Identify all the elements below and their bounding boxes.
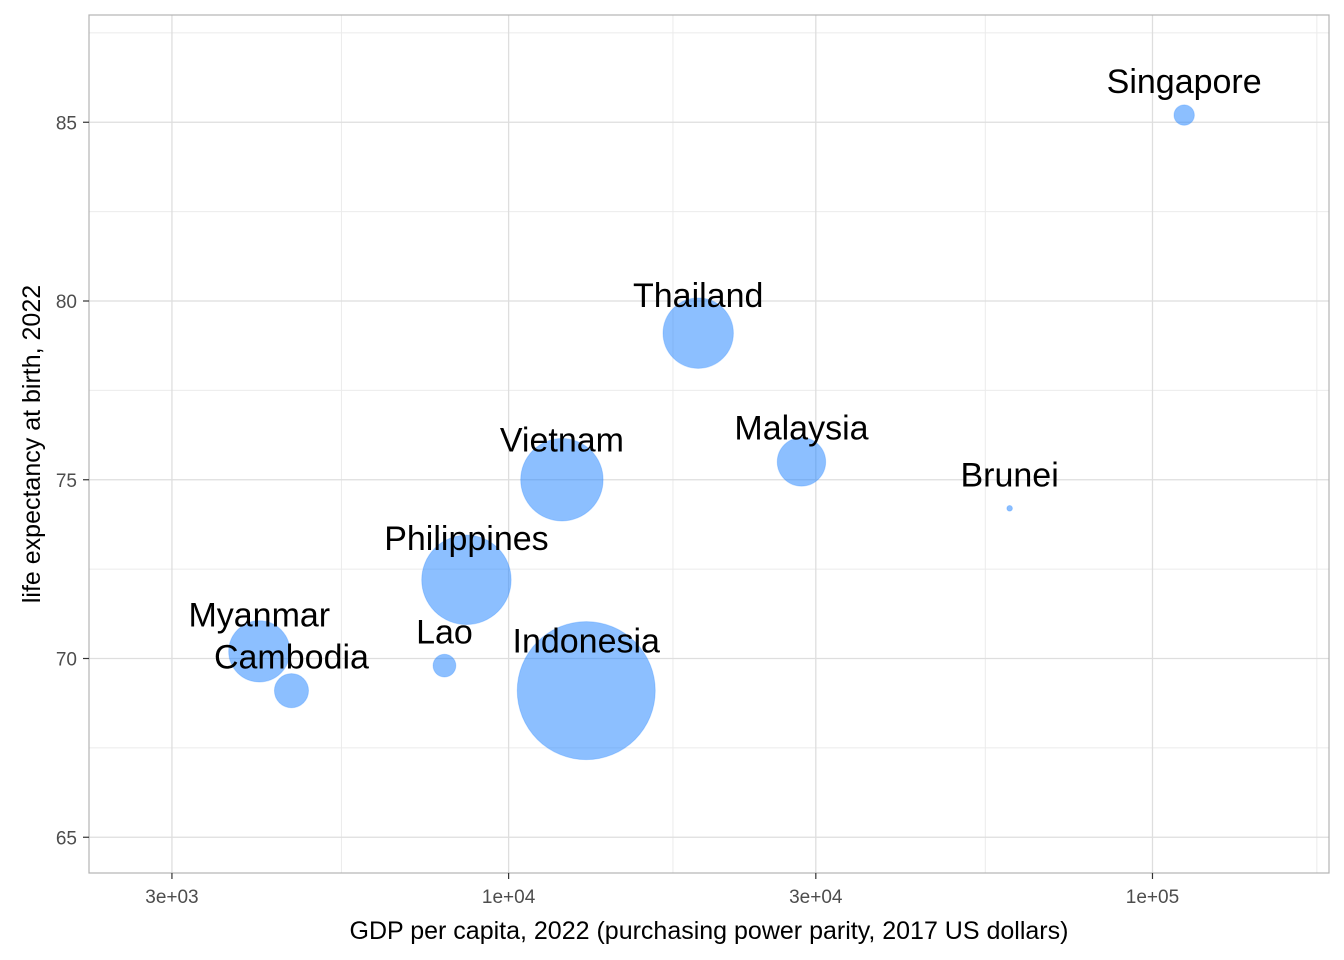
point-lao (432, 653, 457, 678)
y-tick-label: 75 (56, 471, 77, 492)
point-label-vietnam: Vietnam (500, 421, 624, 459)
point-label-singapore: Singapore (1107, 63, 1262, 101)
point-label-cambodia: Cambodia (214, 639, 369, 677)
y-tick-label: 65 (56, 828, 77, 849)
point-cambodia (273, 673, 310, 709)
data-points (228, 104, 1195, 761)
point-label-indonesia: Indonesia (513, 623, 661, 661)
x-axis-ticks: 3e+03 1e+04 3e+04 1e+05 (145, 873, 1179, 908)
x-tick-label: 3e+03 (145, 887, 198, 908)
point-label-myanmar: Myanmar (188, 597, 330, 635)
y-axis-ticks: 65 70 75 80 85 (56, 113, 89, 849)
major-gridlines (89, 15, 1329, 873)
point-vietnam (520, 438, 604, 522)
point-label-malaysia: Malaysia (734, 409, 868, 447)
point-indonesia (516, 621, 656, 761)
point-label-thailand: Thailand (633, 277, 763, 315)
y-axis-title: life expectancy at birth, 2022 (18, 285, 46, 603)
x-tick-label: 1e+05 (1126, 887, 1179, 908)
point-malaysia (776, 437, 827, 487)
x-tick-label: 1e+04 (482, 887, 536, 908)
point-thailand (662, 297, 734, 369)
x-axis-title: GDP per capita, 2022 (purchasing power p… (350, 917, 1069, 945)
point-singapore (1173, 104, 1195, 126)
plot-panel-border (88, 14, 1330, 874)
y-tick-label: 85 (56, 113, 77, 134)
point-label-lao: Lao (416, 614, 473, 652)
point-label-brunei: Brunei (960, 456, 1058, 494)
point-brunei (1006, 505, 1013, 512)
y-tick-label: 80 (56, 292, 77, 313)
point-myanmar (228, 620, 291, 683)
minor-gridlines (89, 15, 1329, 873)
y-tick-label: 70 (56, 650, 77, 671)
point-labels: Singapore Thailand Malaysia Brunei Vietnam Ph… (188, 63, 1261, 677)
point-philippines (421, 534, 512, 626)
point-label-philippines: Philippines (384, 520, 548, 558)
x-tick-label: 3e+04 (789, 887, 843, 908)
